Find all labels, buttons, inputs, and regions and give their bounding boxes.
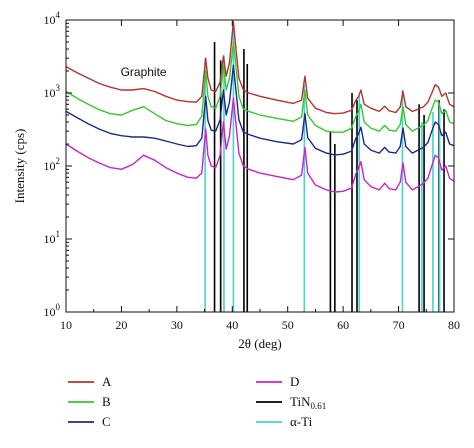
legend-label: B <box>102 394 111 409</box>
legend-label: C <box>102 414 111 429</box>
annotations: Graphite <box>121 65 167 79</box>
x-tick-label: 50 <box>282 318 294 332</box>
series-line-a <box>65 20 455 115</box>
series-lines <box>65 20 455 193</box>
axis-ticks <box>65 19 455 313</box>
y-tick-label: 100 <box>44 302 61 319</box>
reference-sticks <box>204 27 445 312</box>
legend-label: D <box>290 374 299 389</box>
series-line-d <box>65 97 455 193</box>
legend-label: A <box>102 374 112 389</box>
x-tick-label: 80 <box>448 318 460 332</box>
y-tick-label: 104 <box>44 10 61 27</box>
y-tick-label: 101 <box>44 229 61 246</box>
y-tick-label: 103 <box>44 83 61 100</box>
x-tick-label: 70 <box>393 318 405 332</box>
x-tick-label: 60 <box>337 318 349 332</box>
x-tick-label: 20 <box>115 318 127 332</box>
plot-frame <box>65 19 455 313</box>
axis-labels: 10 20 30 40 50 60 70 80 100 101 102 103 104 2θ (deg) I… <box>12 10 460 351</box>
series-line-b <box>65 41 455 133</box>
legend: ABC D TiN0.61 α-Ti <box>68 374 326 429</box>
x-axis-label: 2θ (deg) <box>238 336 281 351</box>
x-tick-label: 30 <box>171 318 183 332</box>
legend-label: TiN0.61 <box>290 394 326 411</box>
y-tick-label: 102 <box>44 156 61 173</box>
x-tick-label: 10 <box>60 318 72 332</box>
legend-label: α-Ti <box>290 414 313 429</box>
annotation-label: Graphite <box>121 65 167 79</box>
x-tick-label: 40 <box>226 318 238 332</box>
series-line-c <box>65 64 455 156</box>
y-axis-label: Intensity (cps) <box>12 129 27 204</box>
